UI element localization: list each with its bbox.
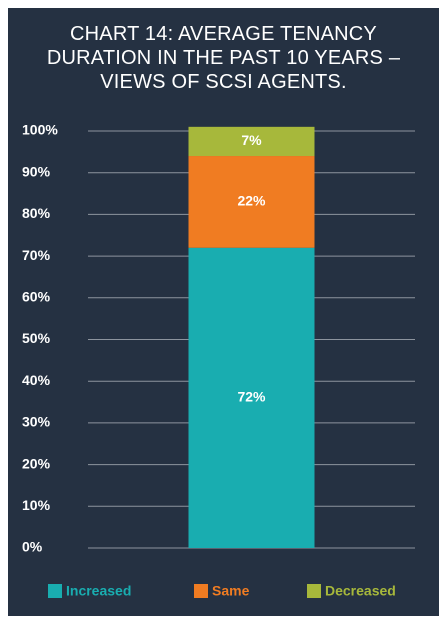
y-tick-label: 20%: [22, 455, 51, 471]
data-label: 7%: [241, 132, 262, 148]
legend-label: Decreased: [325, 583, 396, 599]
y-tick-label: 50%: [22, 330, 51, 346]
legend-swatch: [307, 584, 321, 598]
y-tick-label: 30%: [22, 414, 51, 430]
y-tick-label: 60%: [22, 289, 51, 305]
y-tick-label: 90%: [22, 163, 51, 179]
data-label: 72%: [237, 389, 266, 405]
legend-swatch: [194, 584, 208, 598]
bar-segment: [188, 247, 315, 548]
bar-segment: [188, 126, 315, 157]
y-tick-label: 80%: [22, 205, 51, 221]
legend-swatch: [48, 584, 62, 598]
chart-title: CHART 14: AVERAGE TENANCY DURATION IN TH…: [46, 23, 401, 93]
y-tick-label: 40%: [22, 372, 51, 388]
y-tick-label: 10%: [22, 497, 51, 513]
bar-segment: [188, 156, 315, 248]
legend-label: Same: [212, 583, 250, 599]
data-label: 22%: [237, 193, 266, 209]
y-tick-label: 0%: [22, 539, 43, 555]
y-tick-label: 70%: [22, 247, 51, 263]
legend-label: Increased: [66, 583, 131, 599]
y-tick-label: 100%: [22, 122, 58, 138]
